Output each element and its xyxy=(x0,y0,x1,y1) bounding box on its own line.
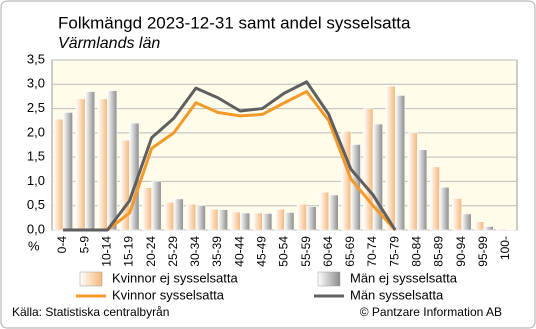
x-tick-label: 95-99 xyxy=(476,236,490,267)
x-tick-label: 15-19 xyxy=(122,236,136,267)
bar xyxy=(483,226,494,231)
bar xyxy=(474,221,485,231)
bar xyxy=(363,108,374,231)
bar xyxy=(372,123,383,231)
bar xyxy=(84,91,95,231)
legend-label: Män sysselsatta xyxy=(350,287,444,302)
x-tick-label: 70-74 xyxy=(365,236,379,267)
legend-label: Män ej sysselsatta xyxy=(350,270,458,285)
bar xyxy=(173,198,184,231)
bar xyxy=(284,212,295,231)
y-tick-label: 0,0 xyxy=(27,221,45,236)
source: Källa: Statistiska centralbyrån xyxy=(12,305,169,319)
bar xyxy=(230,211,241,231)
bar xyxy=(296,204,307,231)
bar xyxy=(262,213,273,231)
y-tick-label: 3,5 xyxy=(27,51,45,66)
x-tick-label: 40-44 xyxy=(232,236,246,267)
x-tick-label: 60-64 xyxy=(321,236,335,267)
x-tick-label: 80-84 xyxy=(410,236,424,267)
bar xyxy=(451,198,462,231)
chart-title: Folkmängd 2023-12-31 samt andel sysselsa… xyxy=(58,13,411,32)
bar xyxy=(439,187,450,231)
bar xyxy=(274,208,285,231)
bar xyxy=(407,132,418,231)
bar xyxy=(306,206,317,231)
bar xyxy=(319,191,330,231)
x-tick-label: 30-34 xyxy=(188,236,202,267)
x-tick-label: 45-49 xyxy=(255,236,269,267)
y-tick-label: 3,0 xyxy=(27,76,45,91)
credit: © Pantzare Information AB xyxy=(360,305,502,319)
x-tick-label: 85-89 xyxy=(432,236,446,267)
bar xyxy=(385,85,396,231)
bar xyxy=(417,149,428,231)
bar xyxy=(107,90,118,231)
x-tick-label: 90-94 xyxy=(454,236,468,267)
bar xyxy=(239,212,250,231)
y-tick-label: 0,5 xyxy=(27,197,45,212)
x-tick-label: 35-39 xyxy=(210,236,224,267)
bar xyxy=(429,166,440,231)
legend-swatch xyxy=(79,271,103,287)
x-tick-label: 20-24 xyxy=(144,236,158,267)
legend-label: Kvinnor sysselsatta xyxy=(112,287,225,302)
bar xyxy=(62,112,73,231)
bar xyxy=(328,194,339,231)
bar xyxy=(461,213,472,231)
x-tick-label: 5-9 xyxy=(77,236,91,254)
bar xyxy=(208,208,219,231)
x-tick-label: 100- xyxy=(498,236,512,260)
legend-label: Kvinnor ej sysselsatta xyxy=(112,270,238,285)
bar xyxy=(186,204,197,231)
bar xyxy=(217,209,228,231)
x-tick-label: 10-14 xyxy=(100,236,114,267)
x-tick-label: 0-4 xyxy=(55,236,69,254)
line xyxy=(63,80,397,232)
y-axis-label: % xyxy=(28,238,40,253)
bar xyxy=(53,119,64,231)
y-tick-label: 1,0 xyxy=(27,173,45,188)
chart-subtitle: Värmlands län xyxy=(58,35,160,52)
line xyxy=(63,90,397,232)
x-tick-label: 25-29 xyxy=(166,236,180,267)
x-tick-label: 55-59 xyxy=(299,236,313,267)
bar xyxy=(141,187,152,231)
bar xyxy=(350,144,361,231)
bar xyxy=(195,205,206,231)
y-tick-label: 2,0 xyxy=(27,124,45,139)
bar xyxy=(75,98,86,231)
x-tick-label: 75-79 xyxy=(387,236,401,267)
bar xyxy=(97,98,108,231)
bar xyxy=(252,212,263,231)
bar xyxy=(164,202,175,231)
y-tick-label: 1,5 xyxy=(27,149,45,164)
x-tick-label: 50-54 xyxy=(277,236,291,267)
bar xyxy=(394,95,405,231)
x-tick-label: 65-69 xyxy=(343,236,357,267)
legend-swatch xyxy=(317,271,341,287)
bar xyxy=(496,228,507,231)
bar xyxy=(151,181,162,231)
y-tick-label: 2,5 xyxy=(27,100,45,115)
